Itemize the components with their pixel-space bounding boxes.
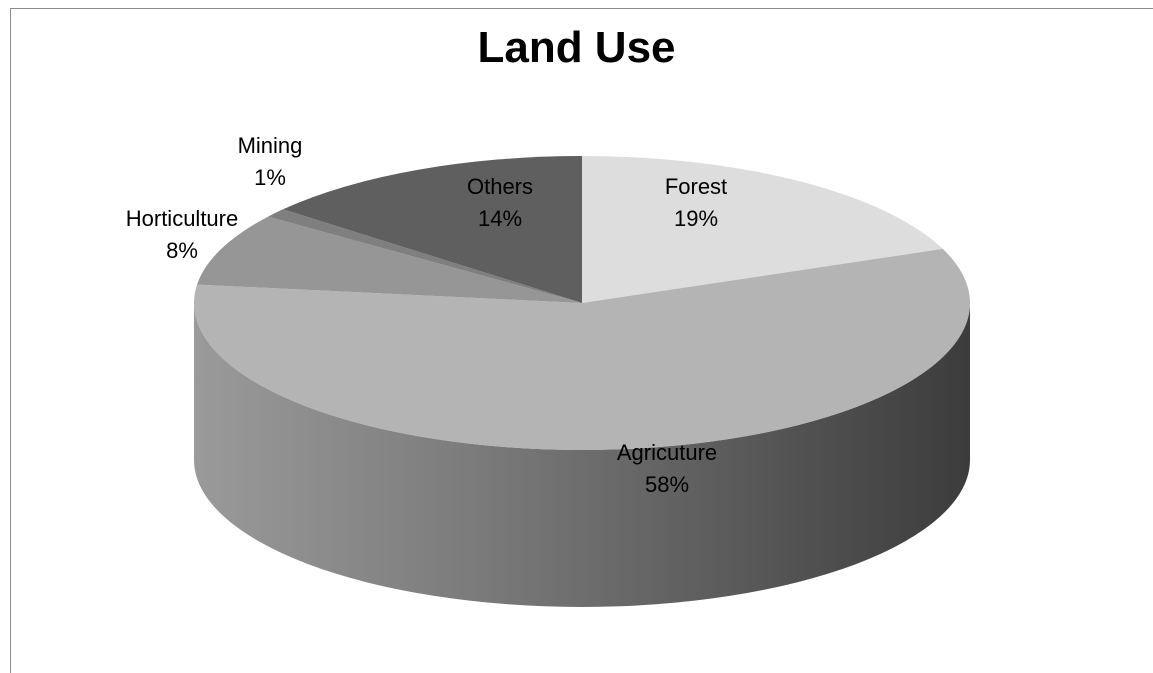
slice-label-mining-percent: 1% bbox=[254, 165, 286, 190]
slice-label-agricuture-percent: 58% bbox=[645, 472, 689, 497]
pie-slice-others bbox=[283, 156, 582, 303]
slice-label-agricuture-name: Agricuture bbox=[617, 440, 717, 465]
slice-label-forest-percent: 19% bbox=[674, 206, 718, 231]
pie-slice-horticulture bbox=[197, 216, 582, 303]
pie-side-wall bbox=[194, 303, 970, 607]
slice-label-horticulture-percent: 8% bbox=[166, 238, 198, 263]
pie-slice-mining bbox=[268, 209, 582, 303]
slice-label-horticulture-name: Horticulture bbox=[126, 206, 238, 231]
slice-label-others-name: Others bbox=[467, 174, 533, 199]
slice-label-mining-name: Mining bbox=[238, 133, 303, 158]
frame-left-border bbox=[10, 8, 11, 673]
chart-title: Land Use bbox=[477, 23, 676, 72]
pie-slice-forest bbox=[582, 156, 943, 303]
pie-slice-agricuture bbox=[194, 248, 970, 451]
frame-top-border bbox=[10, 8, 1153, 9]
slice-label-forest-name: Forest bbox=[665, 174, 727, 199]
slice-label-others-percent: 14% bbox=[478, 206, 522, 231]
